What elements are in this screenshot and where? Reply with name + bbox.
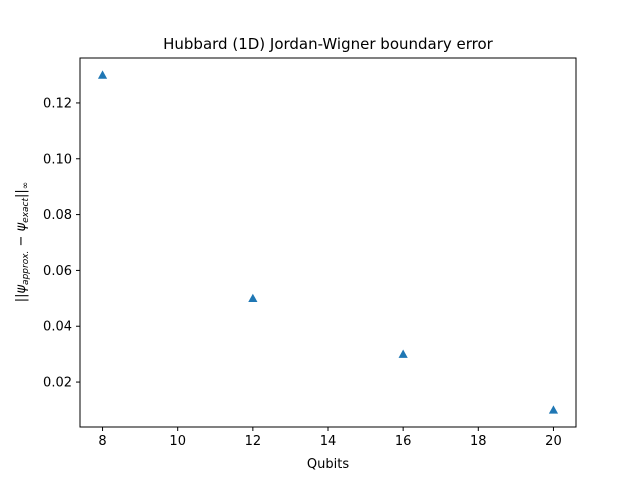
y-tick-label: 0.12 [43, 96, 72, 111]
x-tick-label: 14 [320, 434, 337, 449]
y-axis-label: ||ψapprox. − ψexact||∞ [14, 182, 31, 303]
y-label-sub-exact: exact [21, 198, 31, 223]
data-point [398, 349, 408, 358]
data-point [97, 70, 108, 79]
x-tick-label: 16 [395, 434, 412, 449]
x-axis-label: Qubits [307, 457, 349, 472]
x-tick-label: 8 [98, 434, 106, 449]
y-axis: 0.02 0.04 0.06 0.08 0.10 0.12 [43, 96, 80, 391]
data-point [248, 293, 258, 303]
y-label-open: || [14, 294, 29, 303]
x-tick-label: 20 [545, 434, 562, 449]
y-label-norm: ∞ [21, 182, 31, 190]
y-tick-label: 0.10 [43, 152, 72, 167]
y-label-close: || [14, 189, 29, 198]
data-series [97, 70, 559, 414]
data-point [548, 405, 559, 414]
y-tick-label: 0.04 [43, 320, 72, 335]
x-tick-label: 18 [470, 434, 487, 449]
y-label-psi-approx: ψ [14, 285, 29, 294]
y-label-sub-approx: approx. [21, 251, 31, 285]
y-label-psi-exact: ψ [14, 222, 29, 231]
x-tick-label: 12 [245, 434, 262, 449]
x-tick-label: 10 [169, 434, 186, 449]
y-label-minus: − [14, 231, 29, 250]
y-tick-label: 0.06 [43, 264, 72, 279]
x-axis: 8 10 12 14 16 18 20 [98, 427, 562, 449]
plot-frame [79, 57, 577, 428]
y-tick-label: 0.08 [43, 208, 72, 223]
chart-title: Hubbard (1D) Jordan-Wigner boundary erro… [163, 35, 494, 53]
y-tick-label: 0.02 [43, 376, 72, 391]
